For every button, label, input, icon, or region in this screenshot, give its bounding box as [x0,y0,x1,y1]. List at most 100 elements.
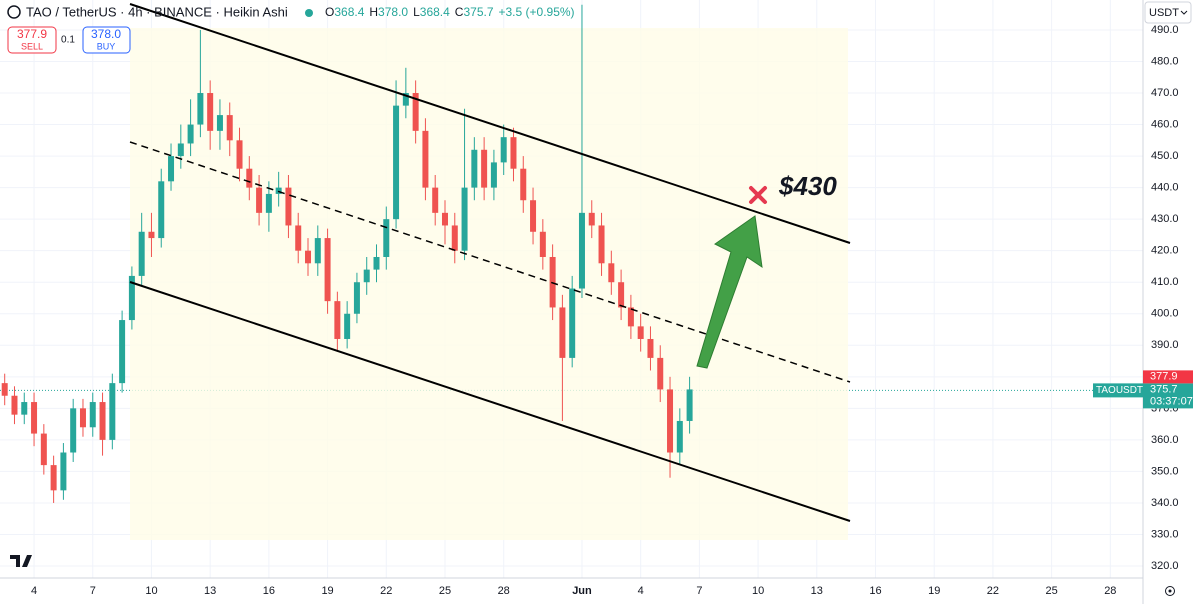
currency-button[interactable] [1144,1,1192,24]
sell-price: 377.9 [17,27,47,41]
x-tick-label: 7 [696,585,702,597]
x-tick-label: 16 [869,585,881,597]
buy-price: 378.0 [91,27,121,41]
candle-body [344,313,351,339]
candle-body [207,93,214,131]
candle-body [608,263,615,283]
candle-body [50,465,57,491]
candle-body [11,395,18,415]
candle-body [119,320,126,384]
candle-body [393,105,400,220]
candle-body [500,137,507,163]
sell-button[interactable] [7,26,57,54]
y-tick-label: 350.0 [1151,465,1179,477]
candle-body [197,93,204,125]
candle-body [21,402,28,415]
spread: 0.1 [61,35,75,46]
channel-zone [130,28,848,540]
price-tags: TAOUSDT 375.703:37:07 377.9 [1093,370,1193,409]
candle-body [539,231,546,257]
x-tick-label: 25 [439,585,451,597]
candle-body [256,187,263,213]
candle-body [285,187,292,226]
candle-body [520,168,527,201]
ohlc-key: O [325,5,334,19]
candle-body [598,225,605,264]
x-tick-label: Jun [572,585,592,597]
y-tick-label: 340.0 [1151,497,1179,509]
currency-label: USDT [1149,7,1179,19]
buy-button[interactable] [82,26,131,54]
ohlc-key: C [455,5,464,19]
y-tick-label: 440.0 [1151,182,1179,194]
candle-body [99,402,106,440]
candle-body [441,212,448,226]
candle-body [79,408,86,428]
dropdown-icon [1180,10,1188,15]
candle-body [559,307,566,358]
candle-body [353,282,360,314]
candle-body [422,130,429,188]
ask-price-tag [1143,370,1193,384]
candle-body [657,357,664,390]
ohlc-change: +3.5 (+0.95%) [499,5,575,19]
candle-body [324,238,331,302]
candle-body [647,338,654,358]
y-tick-label: 490.0 [1151,24,1179,36]
candle-body [461,187,468,251]
ohlc-key: H [369,5,378,19]
candles [1,4,693,503]
last-price-tag [1143,383,1193,409]
x-tick-label: 10 [752,585,764,597]
sell-label: SELL [21,41,43,51]
y-tick-label: 330.0 [1151,528,1179,540]
candle-body [138,231,145,276]
x-tick-label: 13 [204,585,216,597]
x-tick-label: 10 [145,585,157,597]
candle-body [236,140,243,169]
x-tick-label: 22 [987,585,999,597]
candle-body [569,288,576,358]
candle-body [148,231,155,239]
axes: 320.0330.0340.0350.0360.0370.0380.0390.0… [31,24,1179,597]
candle-body [402,93,409,106]
countdown-label: 03:37:07 [1150,395,1193,407]
candle-body [305,250,312,264]
ohlc-value: 368.4 [334,5,364,19]
logo [10,555,32,567]
candle-body [667,389,674,453]
candle-body [627,307,634,327]
last-price-label: 375.7 [1150,383,1178,395]
y-tick-label: 460.0 [1151,118,1179,130]
candle-body [490,162,497,188]
ohlc: O368.4 H378.0 L368.4 C375.7 +3.5 (+0.95%) [325,5,575,19]
candle-body [334,301,341,339]
symbol-title[interactable]: TAO / TetherUS · 4h · BINANCE · Heikin A… [26,4,288,19]
candle-body [31,402,38,434]
candle-body [265,193,272,213]
candle-body [676,420,683,453]
x-tick-label: 22 [380,585,392,597]
ohlc-value: 378.0 [378,5,408,19]
x-tick-label: 4 [638,585,644,597]
candle-body [588,212,595,226]
y-tick-label: 320.0 [1151,560,1179,572]
candle-body [412,93,419,131]
y-tick-label: 420.0 [1151,245,1179,257]
candle-body [89,402,96,428]
candle-body [618,282,625,308]
x-tick-label: 28 [498,585,510,597]
candle-body [70,408,77,453]
candle-body [168,156,175,182]
candle-body [187,124,194,144]
candle-body [177,143,184,157]
y-tick-label: 390.0 [1151,339,1179,351]
candle-body [471,149,478,188]
ohlc-key: L [413,5,420,19]
y-tick-label: 430.0 [1151,213,1179,225]
settings-icon[interactable] [1165,586,1175,596]
candle-body [481,149,488,188]
arrow-up [696,215,763,369]
symbol-icon [7,5,21,19]
